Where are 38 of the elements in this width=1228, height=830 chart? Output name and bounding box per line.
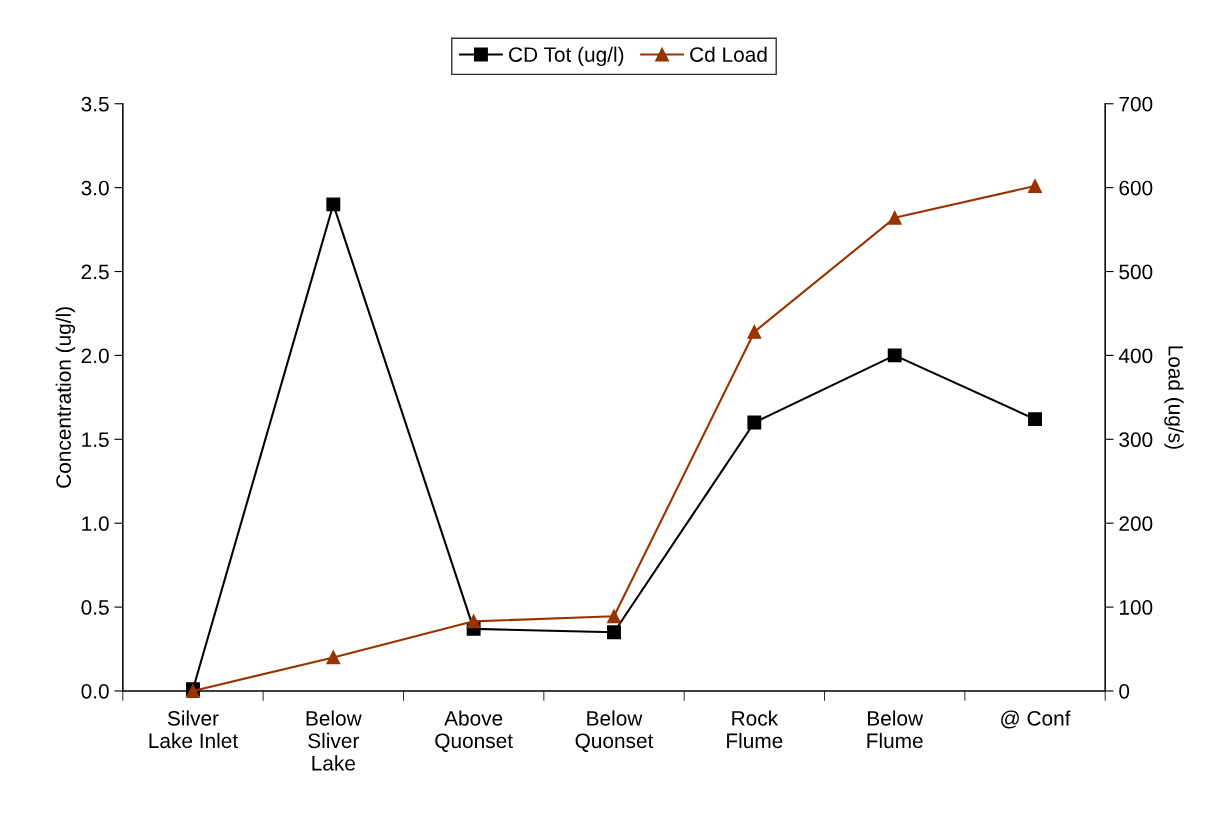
point bbox=[747, 415, 762, 430]
y2-tick-label: 600 bbox=[1119, 180, 1153, 196]
point bbox=[607, 625, 621, 640]
y-tick-label: 0.5 bbox=[81, 600, 109, 615]
y-tick-label: 1.0 bbox=[82, 516, 109, 531]
y-tick-label: 3.0 bbox=[81, 180, 109, 196]
legend-label: Cd Load bbox=[690, 46, 767, 62]
y2-tick-label: 200 bbox=[1119, 516, 1153, 531]
y2-tick-label: 700 bbox=[1119, 96, 1153, 112]
point bbox=[1028, 179, 1042, 193]
point bbox=[887, 210, 902, 225]
y-tick-label: 2.0 bbox=[81, 348, 109, 364]
y-axis-title: Concentration (ug/l) bbox=[55, 307, 76, 488]
y2-axis-title: Load (ug/s) bbox=[1164, 346, 1184, 449]
y2-tick-label: 300 bbox=[1119, 432, 1153, 448]
x-tick-label: Below Flume bbox=[867, 710, 924, 749]
y-tick-label: 0.0 bbox=[81, 683, 109, 699]
point bbox=[466, 614, 481, 629]
legend-label: CD Tot (ug/l) bbox=[509, 46, 624, 67]
y2-tick-label: 100 bbox=[1119, 600, 1153, 615]
y-tick-label: 1.5 bbox=[82, 432, 109, 448]
x-tick-label: @ Conf bbox=[1001, 710, 1071, 729]
y2-tick-label: 400 bbox=[1118, 348, 1153, 364]
y2-tick-label: 500 bbox=[1119, 264, 1153, 280]
point bbox=[1028, 412, 1042, 427]
x-tick-label: Silver Lake Inlet bbox=[149, 710, 238, 749]
point bbox=[326, 197, 341, 212]
y-tick-label: 2.5 bbox=[81, 264, 109, 280]
point bbox=[747, 324, 762, 339]
point bbox=[887, 348, 902, 363]
x-tick-label: Below Sliver Lake bbox=[306, 710, 362, 771]
x-tick-label: Below Quonset bbox=[575, 710, 654, 752]
y2-tick-label: 0 bbox=[1119, 683, 1130, 699]
y-tick-label: 3.5 bbox=[81, 96, 109, 112]
x-tick-label: Above Quonset bbox=[435, 710, 513, 752]
point bbox=[326, 650, 341, 665]
x-tick-label: Rock Flume bbox=[727, 710, 783, 749]
point bbox=[607, 609, 621, 624]
